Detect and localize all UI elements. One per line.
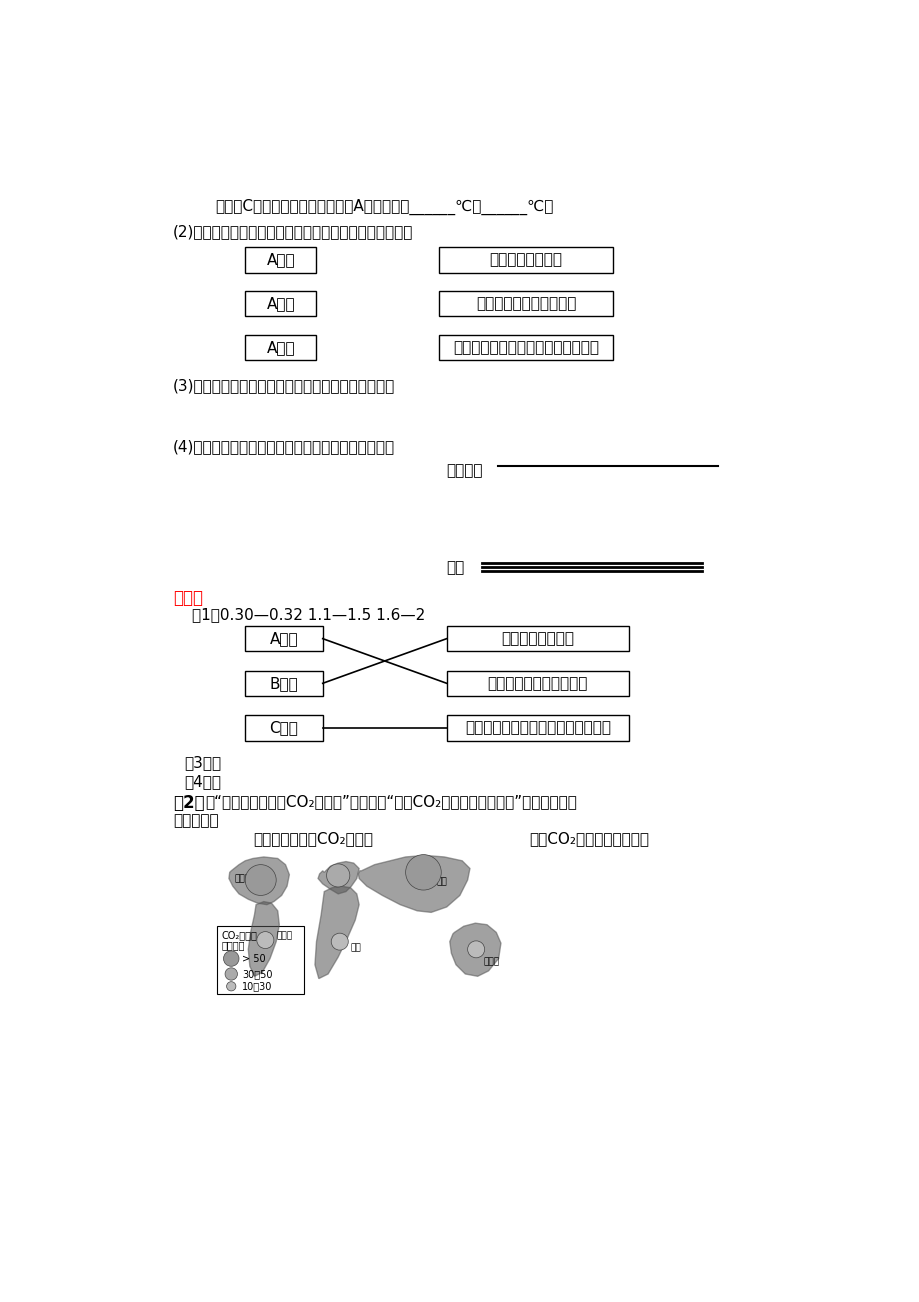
Text: B预案: B预案 — [269, 676, 298, 691]
Text: A预案: A预案 — [269, 631, 298, 646]
Circle shape — [225, 967, 237, 980]
FancyBboxPatch shape — [245, 290, 316, 316]
Circle shape — [226, 982, 235, 991]
Text: 例2：: 例2： — [173, 794, 205, 812]
FancyBboxPatch shape — [438, 290, 613, 316]
FancyBboxPatch shape — [245, 671, 323, 697]
Text: 世界CO₂排放量最多的十国: 世界CO₂排放量最多的十国 — [529, 831, 649, 846]
FancyBboxPatch shape — [438, 247, 613, 272]
Text: 地表: 地表 — [447, 560, 464, 575]
Text: 非洲: 非洲 — [350, 944, 361, 952]
Text: 大气上界: 大气上界 — [447, 462, 482, 478]
Polygon shape — [248, 901, 279, 976]
Text: 北美洲: 北美洲 — [234, 874, 250, 883]
Circle shape — [331, 934, 348, 950]
Text: 南美洲: 南美洲 — [276, 931, 292, 940]
Text: CO₂: CO₂ — [225, 956, 237, 961]
Text: 可再生能源取代燤、石油、天然气等: 可再生能源取代燤、石油、天然气等 — [453, 340, 598, 355]
Text: 资料回答：: 资料回答： — [173, 812, 219, 828]
Polygon shape — [358, 855, 470, 913]
FancyBboxPatch shape — [217, 926, 304, 993]
Text: （4）略: （4）略 — [185, 773, 221, 789]
FancyBboxPatch shape — [447, 715, 629, 741]
FancyBboxPatch shape — [447, 671, 629, 697]
FancyBboxPatch shape — [217, 844, 502, 1048]
Text: 维持能源消费结构的原状: 维持能源消费结构的原状 — [487, 676, 587, 691]
Text: A预案: A预案 — [267, 296, 295, 311]
FancyBboxPatch shape — [245, 715, 323, 741]
Circle shape — [256, 932, 274, 949]
Text: 亚洲: 亚洲 — [437, 878, 447, 887]
Text: 读“世界各大洲工业CO₂排放量”示意图、“世界CO₂排放量最多的十国”柱状图及有关: 读“世界各大洲工业CO₂排放量”示意图、“世界CO₂排放量最多的十国”柱状图及有… — [206, 794, 577, 809]
Text: (3)简述全球变暖的原因及其对生态环境的主要影响。: (3)简述全球变暖的原因及其对生态环境的主要影响。 — [173, 378, 395, 393]
Text: CO₂: CO₂ — [334, 939, 346, 944]
Text: 大洋洲: 大洋洲 — [482, 957, 499, 966]
Text: 答案：: 答案： — [173, 589, 203, 607]
Text: CO₂: CO₂ — [414, 868, 431, 876]
FancyBboxPatch shape — [447, 626, 629, 651]
FancyBboxPatch shape — [245, 626, 323, 651]
Circle shape — [245, 865, 276, 896]
Polygon shape — [229, 857, 289, 905]
Text: CO₂排放量: CO₂排放量 — [221, 930, 256, 940]
Text: C预案: C预案 — [269, 720, 298, 736]
Text: CO₂: CO₂ — [331, 871, 345, 880]
Polygon shape — [318, 862, 358, 894]
Polygon shape — [314, 887, 358, 979]
Text: > 50: > 50 — [242, 953, 266, 963]
Text: CO₂: CO₂ — [226, 984, 235, 988]
Text: (2)用直线将三种预案与其相应的能源消费结构连接起来。: (2)用直线将三种预案与其相应的能源消费结构连接起来。 — [173, 224, 413, 240]
Text: CO₂: CO₂ — [259, 937, 271, 943]
Text: 10～30: 10～30 — [242, 982, 272, 991]
Circle shape — [326, 863, 349, 887]
Text: A预案: A预案 — [267, 340, 295, 355]
Text: 天然气广泛取代燤: 天然气广泛取代燤 — [489, 253, 562, 267]
Text: （1）0.30—0.32 1.1—1.5 1.6—2: （1）0.30—0.32 1.1—1.5 1.6—2 — [192, 607, 425, 621]
Circle shape — [405, 854, 441, 891]
Text: 天然气广泛取代燤: 天然气广泛取代燤 — [501, 631, 573, 646]
Text: 30～50: 30～50 — [242, 969, 272, 979]
Text: （亿吨）: （亿吨） — [221, 940, 244, 950]
Text: 可再生能源取代燤、石油、天然气等: 可再生能源取代燤、石油、天然气等 — [464, 720, 610, 736]
Text: 世界各大洲工业CO₂排放量: 世界各大洲工业CO₂排放量 — [253, 831, 372, 846]
Text: CO₂: CO₂ — [226, 971, 236, 976]
Circle shape — [223, 950, 239, 966]
Text: （3）略: （3）略 — [185, 755, 221, 771]
Text: (4)用箭头图示的方法表达大气温室效应的基本原理。: (4)用箭头图示的方法表达大气温室效应的基本原理。 — [173, 440, 395, 454]
FancyBboxPatch shape — [438, 335, 613, 361]
Text: CO₂: CO₂ — [252, 875, 269, 884]
Text: 维持能源消费结构的原状: 维持能源消费结构的原状 — [475, 296, 575, 311]
Circle shape — [467, 941, 484, 958]
FancyBboxPatch shape — [245, 247, 316, 272]
Text: CO₂: CO₂ — [470, 947, 482, 952]
Text: 预案和C预案，全球平均气温将比A预案分别低______℃和______℃。: 预案和C预案，全球平均气温将比A预案分别低______℃和______℃。 — [216, 199, 553, 215]
Polygon shape — [449, 923, 501, 976]
FancyBboxPatch shape — [245, 335, 316, 361]
Text: A预案: A预案 — [267, 253, 295, 267]
